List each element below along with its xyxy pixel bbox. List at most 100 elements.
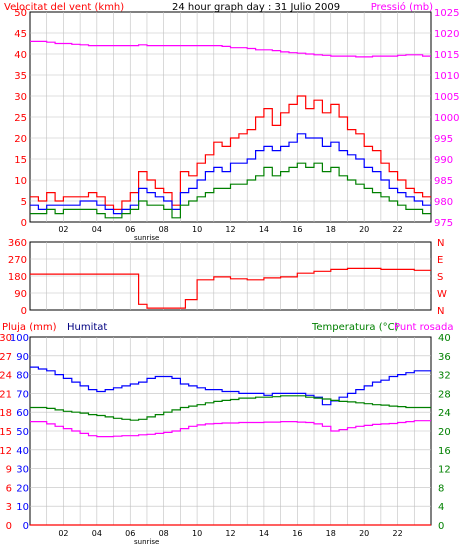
pressure-tick: 985 bbox=[434, 176, 453, 187]
temperature-tick: 8 bbox=[438, 483, 444, 494]
x-tick-label: 20 bbox=[359, 529, 369, 538]
wind-speed-tick: 40 bbox=[14, 50, 27, 61]
rain-tick: 21 bbox=[0, 389, 12, 400]
series-line bbox=[30, 40, 431, 58]
x-tick-label: 12 bbox=[225, 529, 235, 538]
direction-degrees-axis: 0 90 180 270 360 bbox=[8, 238, 27, 317]
wind-speed-tick: 20 bbox=[14, 134, 27, 145]
humidity-tick: 50 bbox=[16, 427, 29, 438]
x-tick-label: 16 bbox=[292, 529, 302, 538]
x-tick-label: 08 bbox=[159, 529, 169, 538]
wind-speed-label: Velocitat del vent (kmh) bbox=[4, 2, 124, 13]
direction-degree-tick: 270 bbox=[8, 255, 27, 266]
temperature-tick: 32 bbox=[438, 371, 451, 382]
wind-panel-lines bbox=[30, 40, 431, 219]
x-tick-label: 18 bbox=[326, 529, 336, 538]
x-tick-label: 16 bbox=[292, 225, 302, 234]
wind-speed-tick: 0 bbox=[21, 218, 27, 229]
humidity-tick: 10 bbox=[16, 502, 29, 513]
temperature-tick: 20 bbox=[438, 427, 451, 438]
temperature-axis: 0 4 8 12 16 20 24 28 32 36 40 bbox=[438, 333, 451, 532]
rain-tick: 9 bbox=[6, 465, 12, 476]
pressure-label: Pressió (mb) bbox=[371, 1, 433, 13]
pressure-tick: 980 bbox=[434, 197, 453, 208]
wind-speed-tick: 50 bbox=[14, 8, 27, 19]
rain-tick: 15 bbox=[0, 427, 12, 438]
wind-speed-tick: 35 bbox=[14, 71, 27, 82]
direction-compass-tick: N bbox=[437, 306, 444, 317]
x-tick-label: 04 bbox=[92, 225, 102, 234]
series-line bbox=[30, 420, 431, 438]
series-line bbox=[30, 395, 431, 421]
chart-title: 24 hour graph day : 31 Julio 2009 bbox=[172, 2, 340, 13]
rain-tick: 18 bbox=[0, 408, 12, 419]
humidity-tick: 40 bbox=[16, 446, 29, 457]
direction-degree-tick: 180 bbox=[8, 272, 27, 283]
wind-speed-tick: 45 bbox=[14, 29, 27, 40]
direction-degree-tick: 90 bbox=[14, 289, 27, 300]
rain-tick: 27 bbox=[0, 352, 12, 363]
rain-axis: 0 3 6 9 12 15 18 21 24 27 30 bbox=[0, 333, 12, 532]
temperature-tick: 36 bbox=[438, 352, 451, 363]
x-tick-label: 14 bbox=[259, 529, 269, 538]
x-tick-label: 10 bbox=[192, 529, 202, 538]
series-line bbox=[30, 267, 431, 309]
humidity-tick: 30 bbox=[16, 465, 29, 476]
pressure-tick: 1015 bbox=[434, 50, 459, 61]
wind-time-axis: 02 04 06 08 10 12 14 16 18 20 22 bbox=[58, 225, 402, 234]
humidity-tick: 80 bbox=[16, 371, 29, 382]
direction-panel-lines bbox=[30, 267, 431, 309]
humidity-tick: 20 bbox=[16, 483, 29, 494]
x-tick-label: 14 bbox=[259, 225, 269, 234]
sunrise-label-bottom: sunrise bbox=[134, 538, 159, 546]
temperature-tick: 16 bbox=[438, 446, 451, 457]
temperature-label: Temperatura (°C) bbox=[311, 322, 399, 333]
direction-compass-tick: E bbox=[437, 255, 443, 266]
pressure-tick: 1025 bbox=[434, 8, 459, 19]
x-tick-label: 20 bbox=[359, 225, 369, 234]
wind-speed-tick: 10 bbox=[14, 176, 27, 187]
humidity-time-axis: 02 04 06 08 10 12 14 16 18 20 22 bbox=[58, 529, 402, 538]
series-line bbox=[30, 133, 431, 215]
rain-tick: 3 bbox=[6, 502, 12, 513]
rain-tick: 24 bbox=[0, 371, 12, 382]
direction-degree-tick: 0 bbox=[21, 306, 27, 317]
direction-compass-tick: S bbox=[437, 272, 443, 283]
pressure-tick: 975 bbox=[434, 218, 453, 229]
pressure-tick: 1000 bbox=[434, 113, 459, 124]
rain-label: Pluja (mm) bbox=[2, 322, 57, 333]
direction-compass-tick: N bbox=[437, 238, 444, 249]
x-tick-label: 06 bbox=[125, 225, 135, 234]
temperature-tick: 28 bbox=[438, 389, 451, 400]
humidity-tick: 60 bbox=[16, 408, 29, 419]
humidity-axis: 0 10 20 30 40 50 60 70 80 90 100 bbox=[10, 333, 29, 532]
x-tick-label: 02 bbox=[58, 225, 68, 234]
series-line bbox=[30, 366, 431, 406]
x-tick-label: 06 bbox=[125, 529, 135, 538]
humidity-tick: 90 bbox=[16, 352, 29, 363]
temperature-tick: 24 bbox=[438, 408, 451, 419]
x-tick-label: 08 bbox=[159, 225, 169, 234]
wind-speed-tick: 15 bbox=[14, 155, 27, 166]
sunrise-label: sunrise bbox=[134, 234, 159, 242]
pressure-tick: 990 bbox=[434, 155, 453, 166]
x-tick-label: 02 bbox=[58, 529, 68, 538]
rain-tick: 0 bbox=[6, 521, 12, 532]
x-tick-label: 10 bbox=[192, 225, 202, 234]
direction-panel-grid bbox=[30, 242, 431, 310]
humidity-tick: 0 bbox=[23, 521, 29, 532]
direction-degree-tick: 360 bbox=[8, 238, 27, 249]
x-tick-label: 22 bbox=[392, 529, 402, 538]
humidity-label: Humitat bbox=[67, 322, 107, 333]
temperature-tick: 0 bbox=[438, 521, 444, 532]
rain-tick: 12 bbox=[0, 446, 12, 457]
temperature-tick: 12 bbox=[438, 465, 451, 476]
rain-tick: 30 bbox=[0, 333, 12, 344]
temperature-tick: 4 bbox=[438, 502, 444, 513]
humidity-panel-grid bbox=[30, 337, 431, 525]
series-line bbox=[30, 162, 431, 219]
x-tick-label: 18 bbox=[326, 225, 336, 234]
